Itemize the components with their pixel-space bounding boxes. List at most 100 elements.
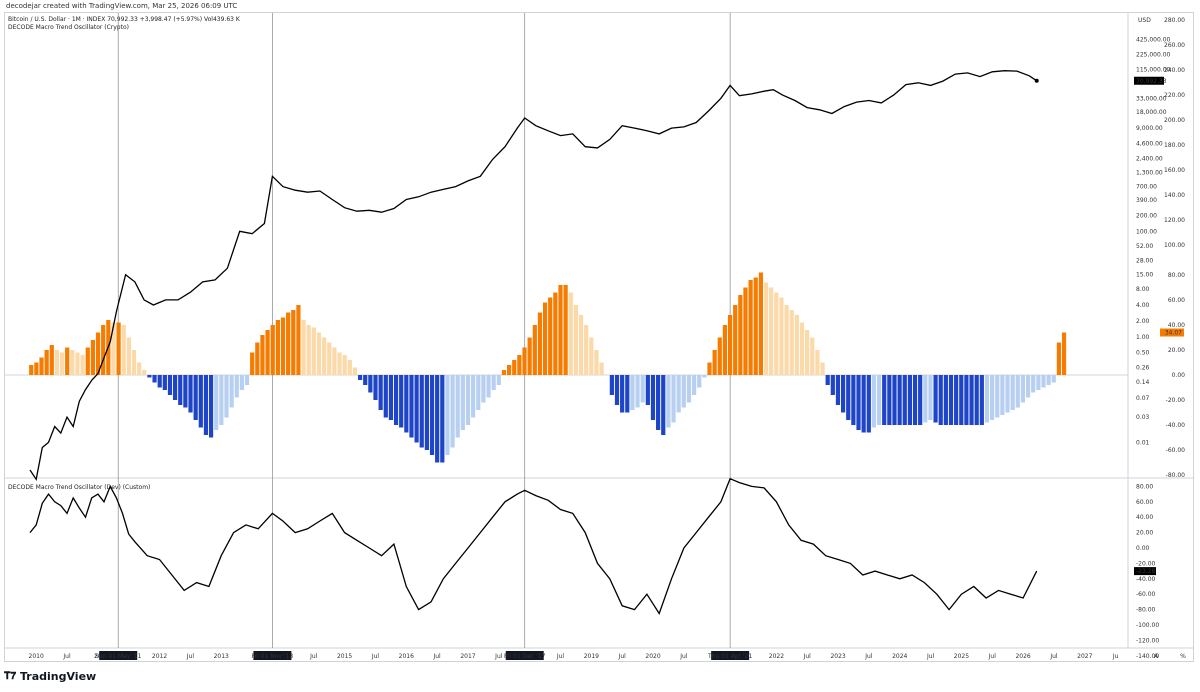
oscillator-bar [537,312,543,375]
oscillator-bar [902,375,907,425]
oscillator-bar [923,375,928,423]
time-axis-tick: Jul [186,653,195,660]
oscillator-bar [286,312,291,375]
oscillator-bar [943,375,948,425]
price-last-dot [1034,78,1039,83]
oscillator-bar [49,345,54,375]
time-axis-date-label: Fri 01 Dec '17 [504,653,546,660]
oscillator-bar [676,375,681,413]
oscillator-bar [1061,332,1067,375]
price-line [29,70,1038,481]
time-axis-tick: Jul [803,653,812,660]
right-axis-tick: 240.00 [1164,67,1185,74]
oscillator-bar [383,375,388,418]
oscillator-bar [121,325,126,375]
right-axis-tick: 160.00 [1164,167,1185,174]
time-axis-tick: Jul [494,653,503,660]
price-axis-tick: 28.00 [1136,257,1153,264]
time-axis-tick: Jul [618,653,627,660]
time-axis-percent-button: % [1180,653,1186,660]
oscillator-bar [460,375,465,430]
oscillator-bar [1015,375,1020,408]
oscillator-bar [599,362,604,375]
oscillator-bar [183,375,188,408]
price-axis-tick: 8.00 [1136,286,1150,293]
oscillator-bar [34,362,39,375]
time-axis-date-box [253,651,292,660]
dev-axis-tick: -40.00 [1136,576,1156,583]
oscillator-bar [481,375,486,403]
oscillator-bar [589,337,594,375]
time-axis-tick: 2013 [214,653,229,660]
oscillator-bar [861,375,866,433]
oscillator-bar [928,375,933,420]
oscillator-bar [568,292,573,375]
oscillator-bar [131,350,137,375]
time-axis-tick: 2017 [460,653,475,660]
oscillator-bar [666,375,671,428]
oscillator-bar [244,375,250,385]
oscillator-bar [691,375,697,395]
oscillator-bar [198,375,203,428]
oscillator-bar [75,352,80,375]
oscillator-bar [769,287,774,375]
oscillator-bar [496,375,501,385]
time-axis-date-label: Fri 01 Nov '13 [252,653,294,660]
oscillator-bar [733,305,738,375]
oscillator-bar [29,365,34,375]
price-axis-tick: 390.00 [1136,197,1157,204]
oscillator-bar [157,375,162,388]
oscillator-tag-box [1160,328,1184,337]
tradingview-logo-icon: 𝐓𝟕 [4,671,16,682]
oscillator-bar [142,370,147,375]
oscillator-pane-title: DECODE Macro Trend Oscillator (Crypto) [8,24,129,31]
oscillator-bar [517,355,522,375]
dev-axis-tick: -80.00 [1136,607,1156,614]
right-axis-tick: 260.00 [1164,42,1185,49]
price-axis-tick: 0.01 [1136,439,1150,446]
oscillator-bar [738,295,743,375]
oscillator-bar [414,375,419,443]
oscillator-bar [95,332,101,375]
oscillator-bar [409,375,414,438]
oscillator-bar [101,325,106,375]
oscillator-bar [445,375,450,455]
oscillator-bar [974,375,979,425]
oscillator-bar [342,355,347,375]
oscillator-tag-text: 34.07 [1165,330,1182,337]
oscillator-bar [311,327,316,375]
time-axis-tick: 2024 [892,653,907,660]
time-axis-date-label: Sun 01 May '11 [95,653,142,660]
oscillator-bar [866,375,871,433]
oscillator-bar [954,375,959,425]
price-axis-tick: 115,000.00 [1136,67,1171,74]
oscillator-bar [635,375,640,408]
oscillator-bar [887,375,892,425]
price-axis-tick: 2,400.00 [1136,155,1163,162]
oscillator-bar [984,375,990,423]
oscillator-bar [959,375,964,425]
oscillator-bar [322,337,327,375]
oscillator-bar [871,375,877,428]
oscillator-bar [1020,375,1026,403]
price-axis-tick: 425,000.00 [1136,37,1171,44]
price-axis-tick: 4.00 [1136,302,1150,309]
oscillator-bar [948,375,954,425]
oscillator-bar [789,310,794,375]
oscillator-bar [388,375,394,420]
oscillator-bar [419,375,424,448]
price-axis-tick: 0.14 [1136,379,1150,386]
price-axis-tick: 225,000.00 [1136,51,1171,58]
oscillator-bar [763,282,769,375]
oscillator-bar [912,375,918,425]
price-tag-box [1134,76,1164,85]
price-axis-tick: 0.07 [1136,395,1150,402]
oscillator-bar [137,362,142,375]
oscillator-bar [327,342,332,375]
price-axis-tick: 15.00 [1136,272,1153,279]
oscillator-bar [250,352,255,375]
oscillator-axis-tick: -80.00 [1166,472,1186,479]
oscillator-bar [938,375,943,425]
oscillator-bar [465,375,471,425]
